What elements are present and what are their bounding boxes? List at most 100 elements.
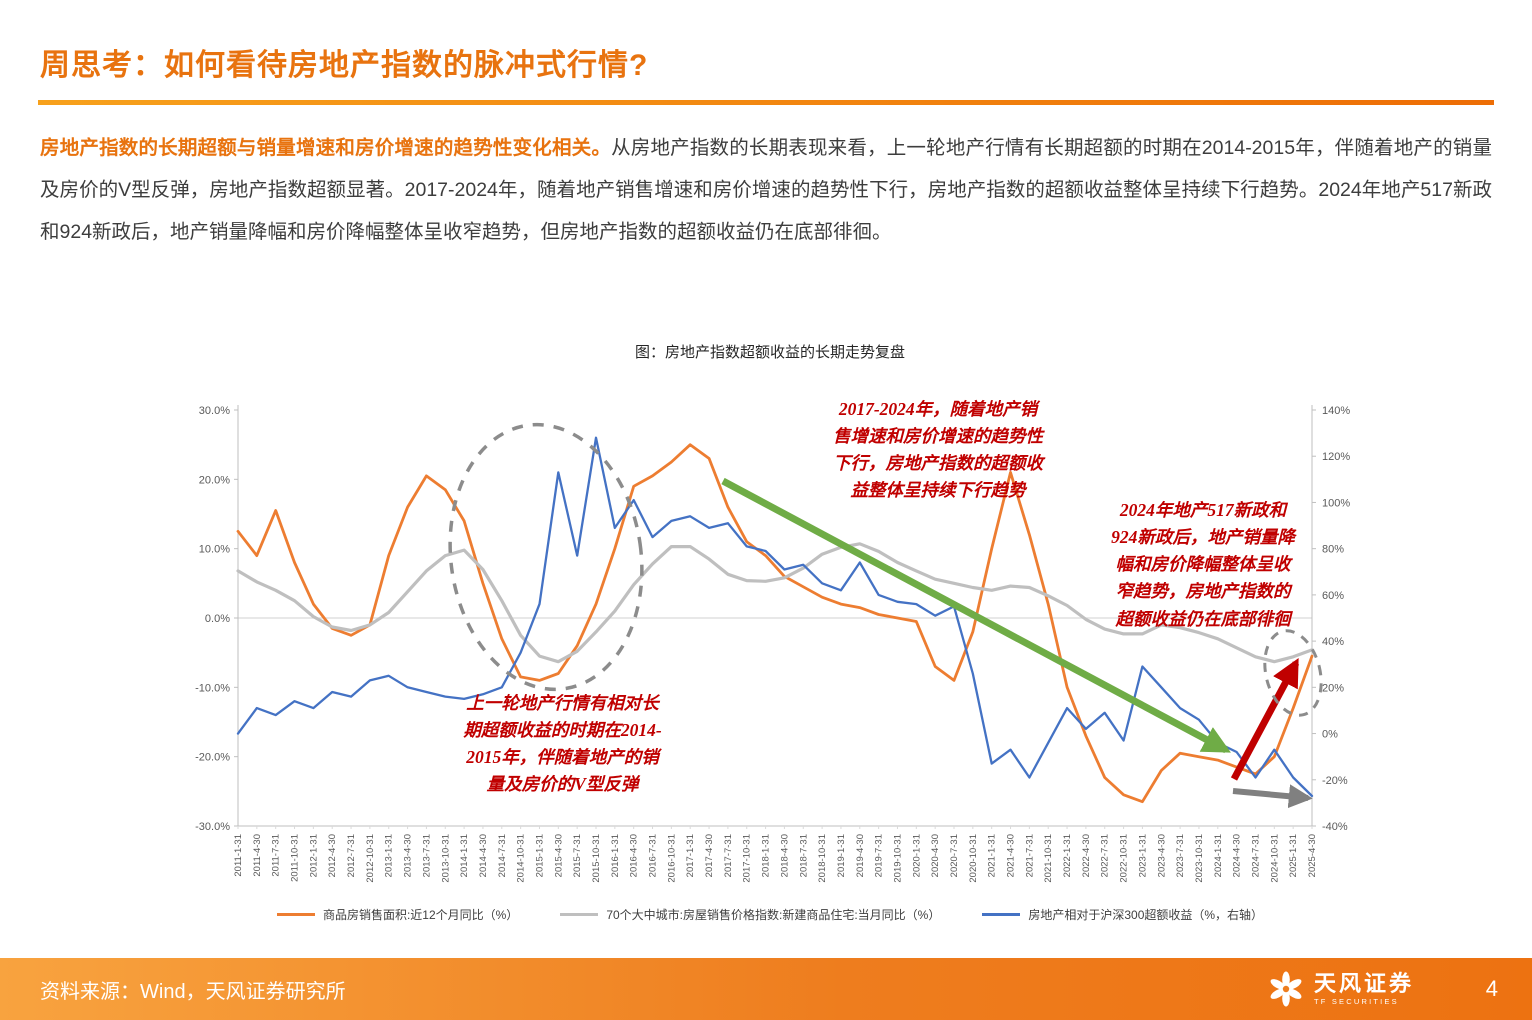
svg-text:2023-4-30: 2023-4-30 <box>1156 834 1167 877</box>
svg-text:140%: 140% <box>1322 405 1350 417</box>
svg-text:2016-4-30: 2016-4-30 <box>629 834 640 877</box>
svg-text:100%: 100% <box>1322 497 1350 509</box>
svg-text:2019-4-30: 2019-4-30 <box>855 834 866 877</box>
svg-text:20.0%: 20.0% <box>199 474 230 486</box>
svg-text:2024-1-31: 2024-1-31 <box>1213 834 1224 877</box>
svg-text:2014-4-30: 2014-4-30 <box>478 834 489 877</box>
legend-label: 商品房销售面积:近12个月同比（%） <box>322 908 519 922</box>
svg-text:2022-7-31: 2022-7-31 <box>1100 834 1111 877</box>
brand-sub: TF SECURITIES <box>1313 996 1399 1006</box>
legend-swatch <box>982 913 1021 916</box>
svg-text:80%: 80% <box>1322 544 1344 556</box>
svg-text:2017-1-31: 2017-1-31 <box>685 834 696 877</box>
svg-text:2012-1-31: 2012-1-31 <box>308 834 319 877</box>
intro-paragraph: 房地产指数的长期超额与销量增速和房价增速的趋势性变化相关。从房地产指数的长期表现… <box>40 127 1492 253</box>
svg-text:2015-10-31: 2015-10-31 <box>591 834 602 883</box>
svg-text:2014-10-31: 2014-10-31 <box>516 834 527 883</box>
svg-text:2012-7-31: 2012-7-31 <box>346 834 357 877</box>
svg-text:2013-7-31: 2013-7-31 <box>421 834 432 877</box>
svg-text:2021-1-31: 2021-1-31 <box>987 834 998 877</box>
svg-text:2018-10-31: 2018-10-31 <box>817 834 828 883</box>
svg-text:-30.0%: -30.0% <box>195 821 230 833</box>
svg-text:20%: 20% <box>1322 682 1344 694</box>
svg-text:2018-1-31: 2018-1-31 <box>761 834 772 877</box>
svg-text:2013-4-30: 2013-4-30 <box>403 834 414 877</box>
source-text: 资料来源：Wind，天风证券研究所 <box>40 980 346 1003</box>
svg-text:2013-10-31: 2013-10-31 <box>440 834 451 883</box>
svg-text:30.0%: 30.0% <box>199 405 230 417</box>
svg-text:2015-1-31: 2015-1-31 <box>534 834 545 877</box>
paragraph-body: 从房地产指数的长期表现来看，上一轮地产行情有长期超额的时期在2014-2015年… <box>40 137 1492 243</box>
svg-text:-20.0%: -20.0% <box>195 752 230 764</box>
svg-text:-20%: -20% <box>1322 775 1348 787</box>
svg-text:10.0%: 10.0% <box>199 544 230 556</box>
legend-item: 商品房销售面积:近12个月同比（%） <box>276 906 519 923</box>
svg-text:2025-4-30: 2025-4-30 <box>1307 834 1318 877</box>
svg-text:2025-1-31: 2025-1-31 <box>1288 834 1299 877</box>
svg-text:2012-4-30: 2012-4-30 <box>327 834 338 877</box>
svg-text:2015-7-31: 2015-7-31 <box>572 834 583 877</box>
title-underline <box>38 100 1494 105</box>
svg-text:2015-4-30: 2015-4-30 <box>553 834 564 877</box>
svg-text:0%: 0% <box>1322 729 1338 741</box>
svg-text:2011-7-31: 2011-7-31 <box>271 834 282 877</box>
brand-logo: 天风证券 TF SECURITIES <box>1268 971 1414 1007</box>
svg-text:2016-7-31: 2016-7-31 <box>648 834 659 877</box>
excess-return-line-chart: 30.0% 20.0% 10.0% 0.0% -10.0% -20.0% -30.0% 140… <box>195 405 1350 883</box>
svg-text:2022-4-30: 2022-4-30 <box>1081 834 1092 877</box>
svg-text:2019-1-31: 2019-1-31 <box>836 834 847 877</box>
annotation-2014-2015-vshape: 上一轮地产行情有相对长 期超额收益的时期在2014- 2015年，伴随着地产的销… <box>463 693 662 795</box>
svg-text:2019-7-31: 2019-7-31 <box>874 834 885 877</box>
svg-text:2016-10-31: 2016-10-31 <box>666 834 677 883</box>
svg-text:-10.0%: -10.0% <box>195 682 230 694</box>
chart-title: 图：房地产指数超额收益的长期走势复盘 <box>634 344 905 361</box>
legend-swatch <box>560 913 599 916</box>
svg-text:2022-1-31: 2022-1-31 <box>1062 834 1073 877</box>
footer-bar: 资料来源：Wind，天风证券研究所 天风证券 TF SECURITIES 4 <box>0 958 1532 1020</box>
brand-name: 天风证券 <box>1313 970 1414 996</box>
svg-text:2021-4-30: 2021-4-30 <box>1006 834 1017 877</box>
svg-text:2023-1-31: 2023-1-31 <box>1137 834 1148 877</box>
svg-text:2014-7-31: 2014-7-31 <box>497 834 508 877</box>
svg-text:2023-7-31: 2023-7-31 <box>1175 834 1186 877</box>
svg-text:2011-10-31: 2011-10-31 <box>290 834 301 882</box>
svg-text:2017-4-30: 2017-4-30 <box>704 834 715 877</box>
svg-text:2019-10-31: 2019-10-31 <box>892 834 903 883</box>
svg-text:0.0%: 0.0% <box>205 613 230 625</box>
svg-text:2011-4-30: 2011-4-30 <box>252 834 263 877</box>
legend-label: 房地产相对于沪深300超额收益（%，右轴） <box>1028 908 1264 922</box>
svg-text:2017-7-31: 2017-7-31 <box>723 834 734 877</box>
svg-text:2017-10-31: 2017-10-31 <box>742 834 753 883</box>
svg-text:2020-1-31: 2020-1-31 <box>911 834 922 877</box>
svg-text:2020-7-31: 2020-7-31 <box>949 834 960 877</box>
annotation-2024-policy: 2024年地产517新政和 924新政后，地产销量降 幅和房价降幅整体呈收 窄趋… <box>1111 500 1295 629</box>
svg-text:2023-10-31: 2023-10-31 <box>1194 834 1205 883</box>
svg-text:2016-1-31: 2016-1-31 <box>610 834 621 877</box>
svg-text:2013-1-31: 2013-1-31 <box>384 834 395 877</box>
svg-text:2021-10-31: 2021-10-31 <box>1043 834 1054 883</box>
legend-swatch <box>276 913 315 916</box>
svg-text:2020-4-30: 2020-4-30 <box>930 834 941 877</box>
svg-text:2024-10-31: 2024-10-31 <box>1269 834 1280 883</box>
svg-text:-40%: -40% <box>1322 821 1348 833</box>
svg-text:2022-10-31: 2022-10-31 <box>1119 834 1130 883</box>
page-title: 周思考：如何看待房地产指数的脉冲式行情? <box>40 49 649 82</box>
annotation-2017-2024-downtrend: 2017-2024年，随着地产销 售增速和房价增速的趋势性 下行，房地产指数的超… <box>833 399 1043 501</box>
legend-item: 70个大中城市:房屋销售价格指数:新建商品住宅:当月同比（%） <box>560 906 940 923</box>
legend-label: 70个大中城市:房屋销售价格指数:新建商品住宅:当月同比（%） <box>606 908 941 922</box>
svg-text:2011-1-31: 2011-1-31 <box>233 834 244 877</box>
page-number: 4 <box>1485 976 1498 1001</box>
paragraph-lead: 房地产指数的长期超额与销量增速和房价增速的趋势性变化相关。 <box>40 137 612 159</box>
svg-text:2012-10-31: 2012-10-31 <box>365 834 376 883</box>
chart-legend: 商品房销售面积:近12个月同比（%） 70个大中城市:房屋销售价格指数:新建商品住… <box>150 906 1390 923</box>
svg-text:2018-7-31: 2018-7-31 <box>798 834 809 877</box>
svg-text:2024-7-31: 2024-7-31 <box>1250 834 1261 877</box>
svg-text:2024-4-30: 2024-4-30 <box>1232 834 1243 877</box>
svg-text:2018-4-30: 2018-4-30 <box>779 834 790 877</box>
svg-text:120%: 120% <box>1322 451 1350 463</box>
svg-text:60%: 60% <box>1322 590 1344 602</box>
tf-flower-icon <box>1270 971 1302 1007</box>
legend-item: 房地产相对于沪深300超额收益（%，右轴） <box>982 906 1263 923</box>
svg-text:2021-7-31: 2021-7-31 <box>1024 834 1035 877</box>
